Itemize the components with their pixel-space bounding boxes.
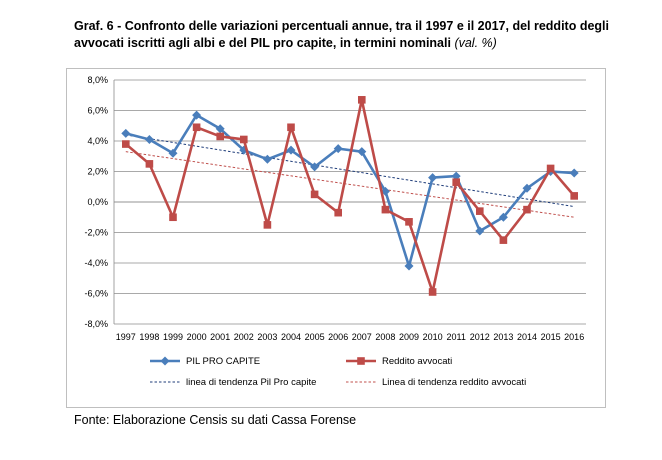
trend-line <box>125 134 575 208</box>
data-point <box>287 123 295 132</box>
x-tick-label: 2006 <box>328 332 348 342</box>
data-point <box>405 218 413 226</box>
source-note: Fonte: Elaborazione Censis su dati Cassa… <box>74 413 357 427</box>
chart-title: Graf. 6 - Confronto delle variazioni per… <box>74 18 609 52</box>
x-tick-label: 2007 <box>352 332 372 342</box>
x-tick-label: 2008 <box>375 332 395 342</box>
legend-marker <box>160 356 170 366</box>
y-tick-label: -2,0% <box>84 228 108 238</box>
y-tick-label: -4,0% <box>84 258 108 268</box>
x-tick-label: 2003 <box>257 332 277 342</box>
data-point <box>546 164 555 173</box>
chart-frame <box>66 68 606 408</box>
y-tick-label: 4,0% <box>87 136 108 146</box>
data-point <box>262 154 272 164</box>
x-tick-label: 2004 <box>281 332 301 342</box>
x-tick-label: 2014 <box>517 332 537 342</box>
data-point <box>452 178 460 186</box>
x-tick-label: 2012 <box>470 332 490 342</box>
data-point <box>333 144 343 154</box>
data-point <box>428 288 437 296</box>
data-point <box>215 124 225 134</box>
data-point <box>476 207 484 215</box>
trend-line <box>125 151 575 218</box>
x-tick-label: 2005 <box>305 332 325 342</box>
x-tick-label: 2000 <box>187 332 207 342</box>
data-point <box>169 213 177 222</box>
data-point <box>144 134 154 144</box>
x-tick-label: 2016 <box>564 332 584 342</box>
y-tick-label: -6,0% <box>84 289 108 299</box>
data-point <box>499 236 508 244</box>
data-point <box>122 140 130 148</box>
data-point <box>168 148 178 158</box>
data-point <box>121 128 131 138</box>
data-point <box>145 160 154 168</box>
x-tick-label: 2002 <box>234 332 254 342</box>
data-point <box>498 212 508 222</box>
x-tick-label: 2001 <box>210 332 230 342</box>
data-point <box>381 205 390 214</box>
data-point <box>451 171 461 181</box>
x-tick-label: 2011 <box>447 332 466 342</box>
data-point <box>523 205 531 214</box>
data-point <box>522 183 532 193</box>
x-tick-label: 2010 <box>423 332 443 342</box>
x-tick-label: 2015 <box>541 332 561 342</box>
y-tick-label: 2,0% <box>87 167 108 177</box>
y-tick-label: 6,0% <box>87 106 108 116</box>
data-point <box>569 168 579 178</box>
y-tick-label: -8,0% <box>84 319 108 329</box>
data-point <box>404 261 414 271</box>
x-tick-label: 1997 <box>116 332 136 342</box>
x-tick-label: 2009 <box>399 332 419 342</box>
data-point <box>334 208 342 217</box>
data-point <box>192 110 202 120</box>
chart-title-unit: (val. %) <box>454 36 497 50</box>
data-point <box>192 123 201 132</box>
y-tick-label: 8,0% <box>87 75 108 85</box>
series-line <box>124 98 576 294</box>
data-point <box>286 145 296 155</box>
legend-label: Linea di tendenza reddito avvocati <box>382 377 526 388</box>
data-point <box>358 96 366 104</box>
x-tick-label: 1999 <box>163 332 183 342</box>
y-tick-label: 0,0% <box>87 197 108 207</box>
chart-title-text: Graf. 6 - Confronto delle variazioni per… <box>74 19 609 50</box>
data-point <box>357 147 367 157</box>
data-point <box>570 192 578 200</box>
legend-marker <box>357 357 365 365</box>
legend-label: Reddito avvocati <box>382 356 452 367</box>
legend-label: linea di tendenza Pil Pro capite <box>186 377 316 388</box>
data-point <box>216 132 224 141</box>
x-tick-label: 1998 <box>139 332 159 342</box>
data-point <box>310 190 319 199</box>
data-point <box>240 135 248 144</box>
legend-label: PIL PRO CAPITE <box>186 356 260 367</box>
data-point <box>263 221 272 229</box>
data-point <box>475 226 485 236</box>
x-tick-label: 2013 <box>493 332 513 342</box>
data-point <box>428 173 438 183</box>
data-point <box>310 162 320 172</box>
